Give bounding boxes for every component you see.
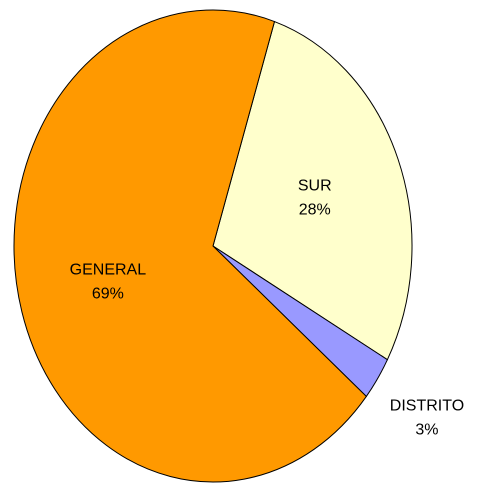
pie-slice <box>13 9 367 483</box>
slice-value-label: 3% <box>415 422 438 439</box>
slice-label: GENERAL <box>70 261 147 278</box>
slice-value-label: 69% <box>92 285 124 302</box>
pie-slice <box>212 20 413 361</box>
slice-label: DISTRITO <box>390 398 464 415</box>
slice-label: SUR <box>298 177 332 194</box>
slice-value-label: 28% <box>299 201 331 218</box>
